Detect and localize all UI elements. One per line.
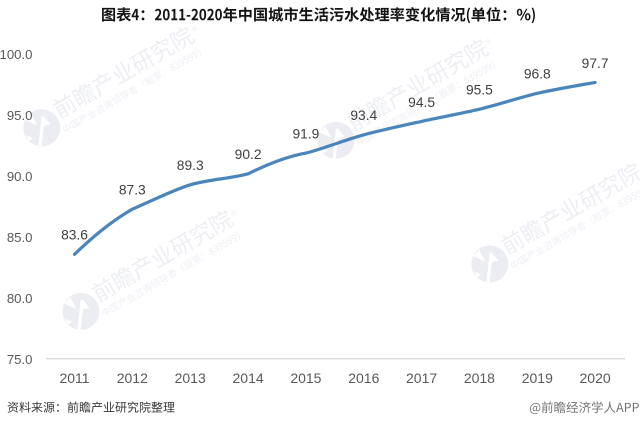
- svg-text:95.0: 95.0: [7, 108, 33, 123]
- svg-text:96.8: 96.8: [524, 67, 551, 82]
- svg-text:80.0: 80.0: [7, 291, 33, 306]
- svg-text:2015: 2015: [290, 370, 321, 386]
- svg-text:2011: 2011: [59, 370, 89, 386]
- svg-text:2012: 2012: [117, 370, 148, 386]
- svg-text:94.5: 94.5: [408, 95, 435, 110]
- svg-text:2020: 2020: [580, 370, 611, 386]
- svg-text:2016: 2016: [348, 370, 379, 386]
- svg-text:87.3: 87.3: [119, 183, 146, 198]
- svg-text:83.6: 83.6: [61, 228, 88, 243]
- svg-text:75.0: 75.0: [7, 352, 33, 367]
- svg-text:2019: 2019: [522, 370, 553, 386]
- svg-text:95.5: 95.5: [466, 83, 493, 98]
- svg-text:2013: 2013: [175, 370, 206, 386]
- svg-text:97.7: 97.7: [582, 56, 609, 71]
- svg-text:2017: 2017: [406, 370, 437, 386]
- svg-text:89.3: 89.3: [177, 158, 204, 173]
- svg-text:91.9: 91.9: [292, 127, 319, 142]
- svg-text:100.0: 100.0: [0, 47, 33, 62]
- svg-text:2018: 2018: [464, 370, 495, 386]
- svg-text:90.2: 90.2: [235, 147, 262, 162]
- svg-text:85.0: 85.0: [7, 230, 33, 245]
- svg-text:2014: 2014: [233, 370, 264, 386]
- svg-text:93.4: 93.4: [350, 108, 377, 123]
- svg-text:90.0: 90.0: [7, 169, 33, 184]
